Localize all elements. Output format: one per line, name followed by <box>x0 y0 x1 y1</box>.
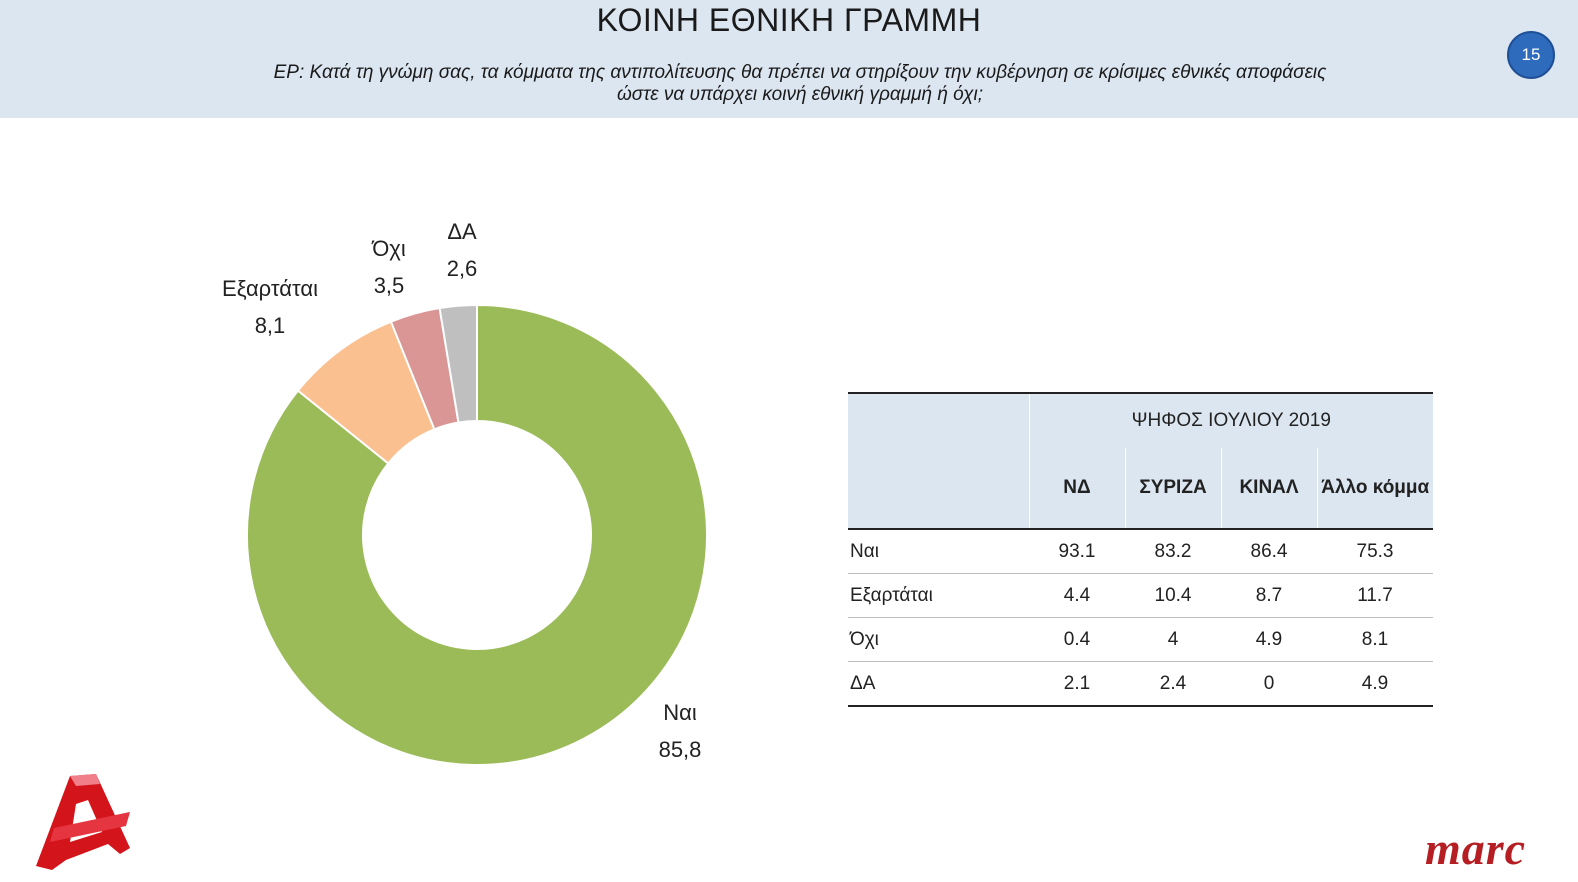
column-header-syriza: ΣΥΡΙΖΑ <box>1124 448 1221 530</box>
table-row: ΔΑ 2.1 2.4 0 4.9 <box>848 661 1433 707</box>
table-cell: 8.7 <box>1221 573 1317 618</box>
table-cell: 0.4 <box>1029 617 1125 662</box>
slice-label-dk-name: ΔΑ <box>447 219 477 244</box>
question-line-2: ώστε να υπάρχει κοινή εθνική γραμμή ή όχ… <box>616 84 984 105</box>
row-label: ΔΑ <box>848 661 1029 707</box>
marc-logo: marc <box>1425 823 1527 874</box>
page-title: ΚΟΙΝΗ ΕΘΝΙΚΗ ΓΡΑΜΜΗ <box>596 2 982 38</box>
row-label: Εξαρτάται <box>848 573 1029 618</box>
column-header-other: Άλλο κόμμα <box>1316 448 1433 530</box>
table-column-header-row: ΝΔ ΣΥΡΙΖΑ ΚΙΝΑΛ Άλλο κόμμα <box>848 448 1433 530</box>
slice-label-no-name: Όχι <box>372 236 406 261</box>
table-cell: 93.1 <box>1029 529 1125 574</box>
table-cell: 86.4 <box>1221 529 1317 574</box>
donut-chart <box>246 303 708 766</box>
row-label: Ναι <box>848 529 1029 574</box>
table-group-header: ΨΗΦΟΣ ΙΟΥΛΙΟΥ 2019 <box>1028 392 1433 448</box>
slice-label-yes-name: Ναι <box>663 700 697 725</box>
slice-label-no: Όχι 3,5 <box>372 230 405 304</box>
table-cell: 4 <box>1125 617 1221 662</box>
slice-label-depends-name: Εξαρτάται <box>222 276 318 301</box>
table-row: Ναι 93.1 83.2 86.4 75.3 <box>848 529 1433 574</box>
survey-question: ΕΡ: Κατά τη γνώμη σας, τα κόμματα της αν… <box>200 62 1400 106</box>
column-header-kinal: ΚΙΝΑΛ <box>1220 448 1317 530</box>
slice-label-depends-value: 8,1 <box>254 313 286 338</box>
slice-label-no-value: 3,5 <box>373 273 405 298</box>
slice-label-yes-value: 85,8 <box>658 737 702 762</box>
vote-breakdown-table: ΨΗΦΟΣ ΙΟΥΛΙΟΥ 2019 ΝΔ ΣΥΡΙΖΑ ΚΙΝΑΛ Άλλο … <box>848 392 1433 707</box>
table-cell: 4.9 <box>1317 661 1433 707</box>
table-row: Όχι 0.4 4 4.9 8.1 <box>848 617 1433 662</box>
table-cell: 4.9 <box>1221 617 1317 662</box>
table-cell: 0 <box>1221 661 1317 707</box>
table-row: Εξαρτάται 4.4 10.4 8.7 11.7 <box>848 573 1433 618</box>
table-cell: 8.1 <box>1317 617 1433 662</box>
slice-label-dk: ΔΑ 2,6 <box>447 213 478 287</box>
table-corner-cell <box>848 392 1029 448</box>
question-line-1: ΕΡ: Κατά τη γνώμη σας, τα κόμματα της αν… <box>273 62 1327 83</box>
slice-label-dk-value: 2,6 <box>446 256 478 281</box>
table-cell: 2.1 <box>1029 661 1125 707</box>
header-banner: ΚΟΙΝΗ ΕΘΝΙΚΗ ΓΡΑΜΜΗ ΕΡ: Κατά τη γνώμη σα… <box>0 0 1578 118</box>
slice-label-yes: Ναι 85,8 <box>659 694 702 768</box>
alpha-channel-logo <box>36 774 130 870</box>
table-cell: 2.4 <box>1125 661 1221 707</box>
donut-slice-dk <box>438 303 478 424</box>
table-corner-cell-2 <box>848 448 1029 530</box>
donut-slice-yes <box>246 303 708 766</box>
page-number-badge: 15 <box>1507 31 1555 79</box>
table-cell: 4.4 <box>1029 573 1125 618</box>
column-header-nd: ΝΔ <box>1028 448 1125 530</box>
table-cell: 10.4 <box>1125 573 1221 618</box>
table-group-header-row: ΨΗΦΟΣ ΙΟΥΛΙΟΥ 2019 <box>848 392 1433 448</box>
table-cell: 75.3 <box>1317 529 1433 574</box>
slice-label-depends: Εξαρτάται 8,1 <box>222 270 318 344</box>
table-cell: 11.7 <box>1317 573 1433 618</box>
table-cell: 83.2 <box>1125 529 1221 574</box>
row-label: Όχι <box>848 617 1029 662</box>
